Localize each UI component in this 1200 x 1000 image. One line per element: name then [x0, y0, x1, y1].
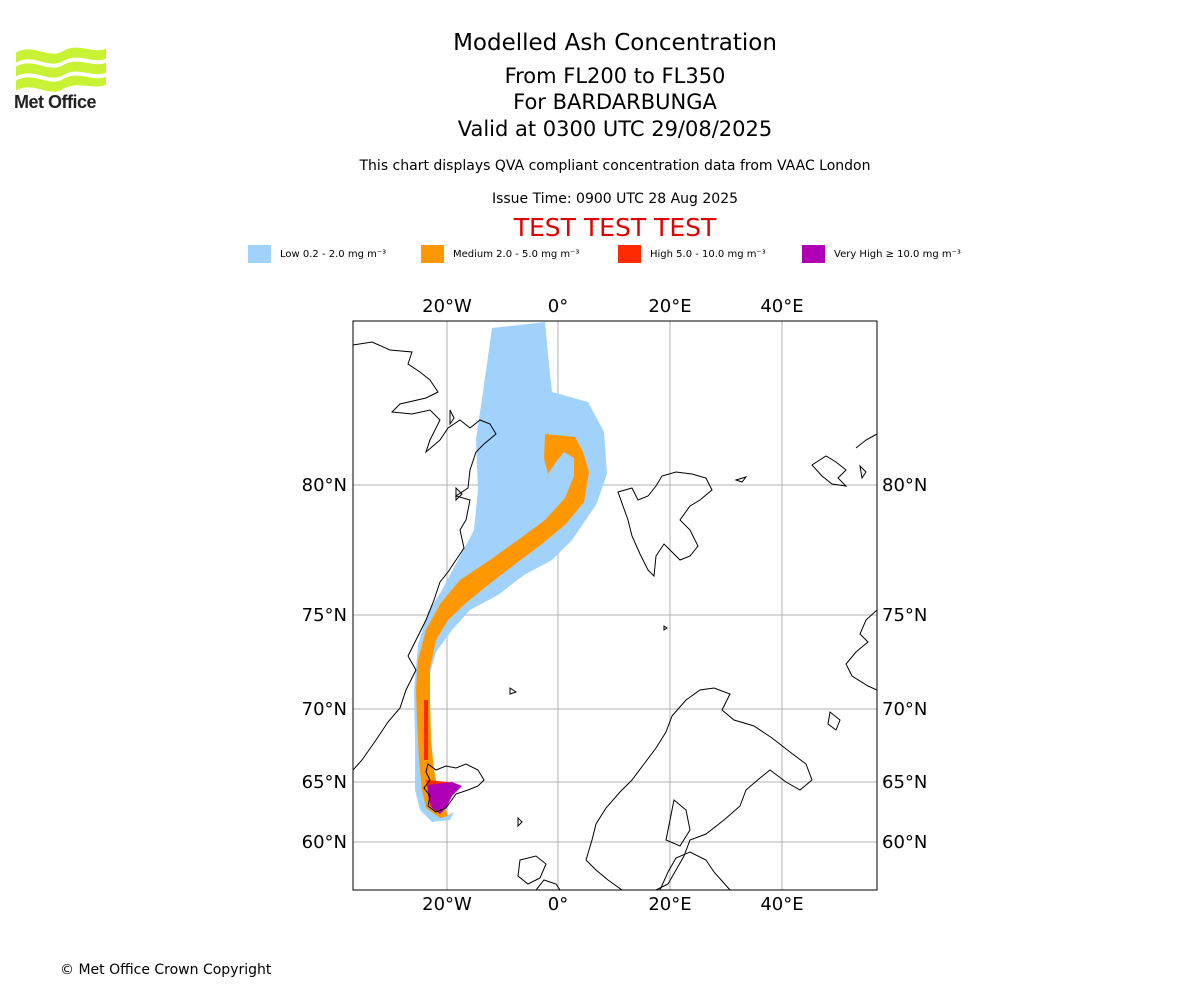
legend-swatch-medium: [421, 245, 444, 263]
legend-swatch-high: [618, 245, 641, 263]
left-lat-label: 65°N: [302, 772, 347, 793]
legend-item-medium: Medium 2.0 - 5.0 mg m⁻³: [421, 244, 579, 264]
left-lat-label: 80°N: [302, 475, 347, 496]
right-lat-label: 75°N: [882, 605, 927, 626]
copyright-notice: © Met Office Crown Copyright: [60, 962, 272, 978]
right-lat-label: 80°N: [882, 475, 927, 496]
top-lon-label: 0°: [548, 296, 568, 317]
test-banner: TEST TEST TEST: [513, 213, 717, 242]
legend-label-very-high: Very High ≥ 10.0 mg m⁻³: [834, 248, 961, 260]
bottom-lon-label: 0°: [548, 894, 568, 915]
bottom-lon-label: 20°E: [648, 894, 691, 915]
top-lon-label: 40°E: [760, 296, 803, 317]
legend-label-high: High 5.0 - 10.0 mg m⁻³: [650, 248, 766, 260]
left-lat-label: 75°N: [302, 605, 347, 626]
legend-swatch-very-high: [802, 245, 825, 263]
left-lat-label: 70°N: [302, 699, 347, 720]
ash-plume-very-high: [428, 782, 462, 814]
flight-level-subtitle: From FL200 to FL350: [504, 64, 726, 88]
graticule: [353, 321, 877, 890]
ash-plume-medium: [416, 434, 589, 818]
coastlines: [353, 341, 877, 890]
legend-label-medium: Medium 2.0 - 5.0 mg m⁻³: [453, 248, 580, 260]
issue-time: Issue Time: 0900 UTC 28 Aug 2025: [491, 191, 739, 207]
top-lon-label: 20°E: [648, 296, 691, 317]
legend-label-low: Low 0.2 - 2.0 mg m⁻³: [280, 248, 387, 260]
legend-item-very-high: Very High ≥ 10.0 mg m⁻³: [802, 244, 961, 264]
legend-item-high: High 5.0 - 10.0 mg m⁻³: [618, 244, 766, 264]
volcano-subtitle: For BARDARBUNGA: [513, 90, 717, 114]
right-lat-label: 60°N: [882, 832, 927, 853]
compliance-note: This chart displays QVA compliant concen…: [359, 158, 871, 174]
right-lat-label: 70°N: [882, 699, 927, 720]
chart-title: Modelled Ash Concentration: [453, 30, 777, 56]
left-lat-label: 60°N: [302, 832, 347, 853]
legend-swatch-low: [248, 245, 271, 263]
top-lon-label: 20°W: [422, 296, 472, 317]
logo-text: Met Office: [14, 92, 97, 112]
map-frame: [352, 320, 878, 891]
right-lat-label: 65°N: [882, 772, 927, 793]
bottom-lon-label: 20°W: [422, 894, 472, 915]
legend-item-low: Low 0.2 - 2.0 mg m⁻³: [248, 244, 386, 264]
bottom-lon-label: 40°E: [760, 894, 803, 915]
valid-time-subtitle: Valid at 0300 UTC 29/08/2025: [457, 117, 773, 141]
met-office-logo-icon: [16, 47, 106, 92]
